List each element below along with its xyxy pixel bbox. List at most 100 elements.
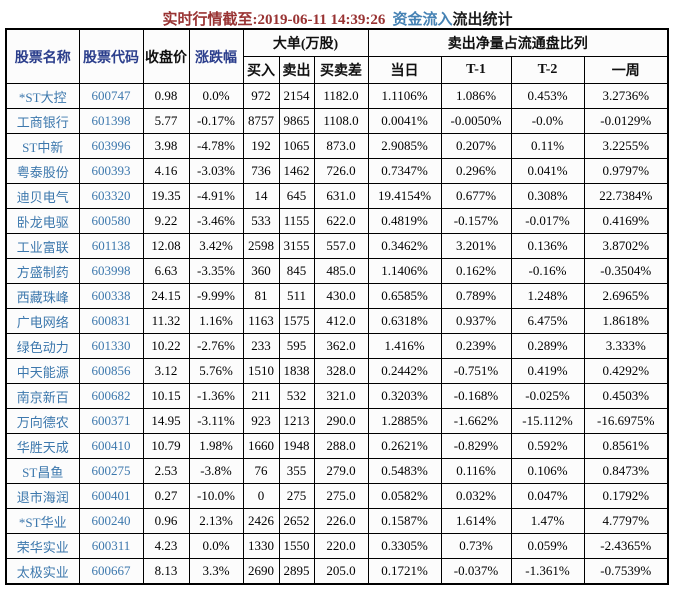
cell-code: 601138: [78, 233, 144, 259]
cell-sell: 1838: [278, 358, 315, 384]
cell-close: 19.35: [142, 183, 190, 209]
cell-day: 0.3305%: [367, 533, 442, 559]
cell-change: -1.36%: [188, 383, 244, 409]
cell-sell: 1550: [278, 533, 315, 559]
cell-t2: -15.112%: [510, 408, 585, 434]
cell-name: 绿色动力: [5, 333, 80, 359]
cell-sell: 9865: [278, 108, 315, 134]
cell-t1: 0.116%: [440, 458, 512, 484]
cell-t2: 0.106%: [510, 458, 585, 484]
cell-diff: 1182.0: [313, 83, 369, 109]
cell-code: 603996: [78, 133, 144, 159]
title-timestamp: 实时行情截至:2019-06-11 14:39:26: [162, 12, 386, 28]
cell-change: -9.99%: [188, 283, 244, 309]
header-buy: 买入: [242, 56, 280, 84]
table-row: *ST华业 600240 0.96 2.13% 2426 2652 226.0 0.1587%…: [5, 508, 669, 534]
table-row: 退市海润 600401 0.27 -10.0% 0 275 275.0 0.0582% 0.03…: [5, 483, 669, 509]
cell-week: -16.6975%: [583, 408, 669, 434]
cell-t2: 1.248%: [510, 283, 585, 309]
cell-close: 3.12: [142, 358, 190, 384]
cell-buy: 1163: [242, 308, 280, 334]
cell-code: 600393: [78, 158, 144, 184]
cell-day: 0.6318%: [367, 308, 442, 334]
cell-name: 工商银行: [5, 108, 80, 134]
cell-week: -0.7539%: [583, 558, 669, 585]
cell-diff: 321.0: [313, 383, 369, 409]
cell-sell: 1948: [278, 433, 315, 459]
cell-t1: -0.037%: [440, 558, 512, 585]
stock-table: 股票名称 股票代码 收盘价 涨跌幅 大单(万股) 卖出净量占流通盘比列 买入 卖…: [5, 28, 669, 585]
cell-sell: 3155: [278, 233, 315, 259]
cell-t2: 0.308%: [510, 183, 585, 209]
cell-change: -3.35%: [188, 258, 244, 284]
stock-table-body: *ST大控 600747 0.98 0.0% 972 2154 1182.0 1.1106% 1…: [5, 83, 669, 585]
cell-buy: 211: [242, 383, 280, 409]
cell-sell: 845: [278, 258, 315, 284]
cell-name: 广电网络: [5, 308, 80, 334]
cell-t2: 0.419%: [510, 358, 585, 384]
cell-buy: 923: [242, 408, 280, 434]
cell-t1: 0.296%: [440, 158, 512, 184]
cell-name: 南京新百: [5, 383, 80, 409]
cell-t2: -0.017%: [510, 208, 585, 234]
cell-t1: -0.0050%: [440, 108, 512, 134]
cell-change: 3.3%: [188, 558, 244, 585]
cell-week: 2.6965%: [583, 283, 669, 309]
cell-day: 0.1587%: [367, 508, 442, 534]
cell-week: 0.4292%: [583, 358, 669, 384]
cell-t1: -0.829%: [440, 433, 512, 459]
cell-name: 工业富联: [5, 233, 80, 259]
cell-code: 600667: [78, 558, 144, 585]
cell-day: 0.5483%: [367, 458, 442, 484]
cell-buy: 360: [242, 258, 280, 284]
cell-name: 太极实业: [5, 558, 80, 585]
cell-day: 2.9085%: [367, 133, 442, 159]
cell-t1: 0.162%: [440, 258, 512, 284]
cell-diff: 485.0: [313, 258, 369, 284]
cell-sell: 511: [278, 283, 315, 309]
table-row: 南京新百 600682 10.15 -1.36% 211 532 321.0 0.3203% -…: [5, 383, 669, 409]
cell-t1: 0.73%: [440, 533, 512, 559]
cell-sell: 275: [278, 483, 315, 509]
cell-code: 600410: [78, 433, 144, 459]
cell-code: 603998: [78, 258, 144, 284]
cell-t1: -0.157%: [440, 208, 512, 234]
table-row: *ST大控 600747 0.98 0.0% 972 2154 1182.0 1.1106% 1…: [5, 83, 669, 109]
header-close-price: 收盘价: [142, 28, 190, 84]
title-outflow-stats: 流出统计: [452, 12, 513, 28]
cell-day: 1.416%: [367, 333, 442, 359]
header-net-sell-group: 卖出净量占流通盘比列: [367, 28, 669, 57]
cell-close: 24.15: [142, 283, 190, 309]
cell-close: 14.95: [142, 408, 190, 434]
cell-day: 0.7347%: [367, 158, 442, 184]
cell-buy: 533: [242, 208, 280, 234]
cell-name: 卧龙电驱: [5, 208, 80, 234]
cell-t2: -1.361%: [510, 558, 585, 585]
cell-buy: 81: [242, 283, 280, 309]
cell-change: -0.17%: [188, 108, 244, 134]
cell-week: 22.7384%: [583, 183, 669, 209]
cell-t1: 0.789%: [440, 283, 512, 309]
cell-t2: 0.047%: [510, 483, 585, 509]
cell-t2: -0.16%: [510, 258, 585, 284]
cell-close: 5.77: [142, 108, 190, 134]
cell-code: 600371: [78, 408, 144, 434]
cell-diff: 226.0: [313, 508, 369, 534]
cell-week: 3.8702%: [583, 233, 669, 259]
cell-close: 12.08: [142, 233, 190, 259]
cell-buy: 0: [242, 483, 280, 509]
table-row: 荣华实业 600311 4.23 0.0% 1330 1550 220.0 0.3305% 0.…: [5, 533, 669, 559]
cell-code: 600338: [78, 283, 144, 309]
cell-name: *ST华业: [5, 508, 80, 534]
cell-close: 0.27: [142, 483, 190, 509]
cell-diff: 328.0: [313, 358, 369, 384]
cell-change: 2.13%: [188, 508, 244, 534]
title-fund-inflow: 资金流入: [392, 12, 453, 28]
cell-diff: 220.0: [313, 533, 369, 559]
cell-sell: 1065: [278, 133, 315, 159]
cell-sell: 1462: [278, 158, 315, 184]
cell-buy: 1660: [242, 433, 280, 459]
cell-change: -4.78%: [188, 133, 244, 159]
cell-buy: 2426: [242, 508, 280, 534]
cell-code: 600682: [78, 383, 144, 409]
